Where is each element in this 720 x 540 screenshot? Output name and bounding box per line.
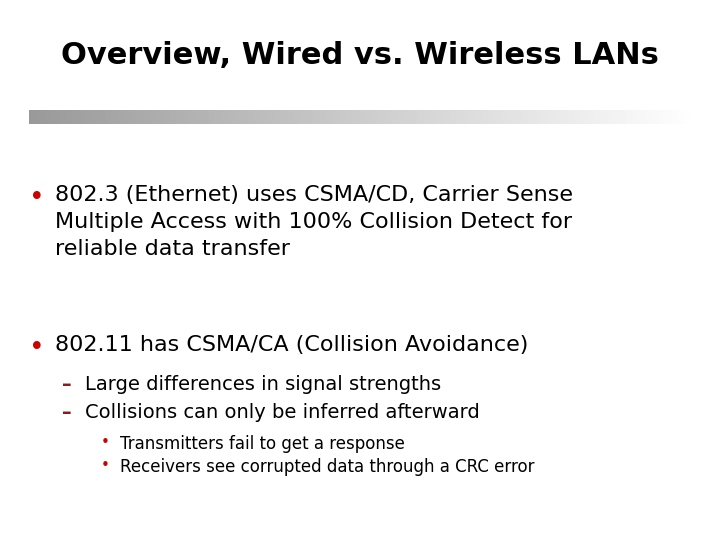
Text: •: • <box>101 458 109 473</box>
Text: •: • <box>101 435 109 450</box>
Text: 802.3 (Ethernet) uses CSMA/CD, Carrier Sense
Multiple Access with 100% Collision: 802.3 (Ethernet) uses CSMA/CD, Carrier S… <box>55 185 573 259</box>
Text: 802.11 has CSMA/CA (Collision Avoidance): 802.11 has CSMA/CA (Collision Avoidance) <box>55 335 528 355</box>
Text: •: • <box>30 335 45 361</box>
Text: Large differences in signal strengths: Large differences in signal strengths <box>85 375 441 394</box>
Text: –: – <box>62 403 72 422</box>
Text: Collisions can only be inferred afterward: Collisions can only be inferred afterwar… <box>85 403 480 422</box>
Text: Receivers see corrupted data through a CRC error: Receivers see corrupted data through a C… <box>120 458 534 476</box>
Text: Transmitters fail to get a response: Transmitters fail to get a response <box>120 435 405 453</box>
Text: •: • <box>30 185 45 211</box>
Text: Overview, Wired vs. Wireless LANs: Overview, Wired vs. Wireless LANs <box>61 40 659 70</box>
Text: –: – <box>62 375 72 394</box>
